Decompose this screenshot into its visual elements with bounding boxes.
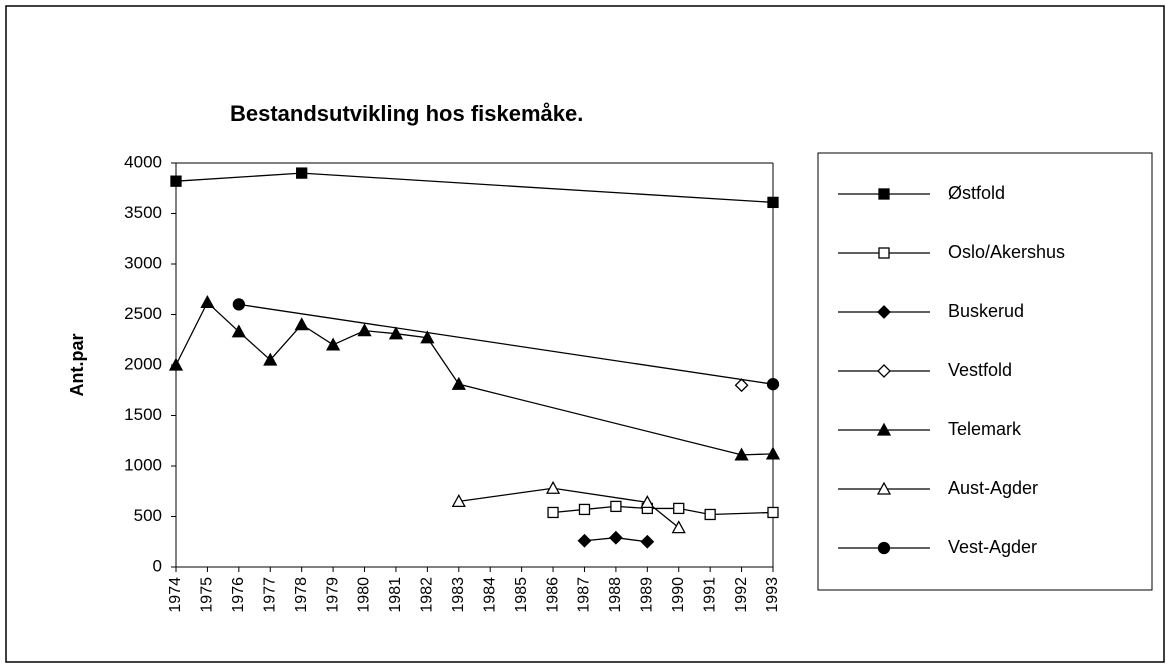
marker — [767, 196, 779, 209]
y-tick-label: 1000 — [124, 455, 162, 474]
marker — [547, 506, 559, 519]
x-tick-label: 1976 — [230, 577, 247, 613]
x-tick-label: 1985 — [513, 577, 530, 613]
marker — [232, 298, 245, 311]
legend-label: Buskerud — [948, 301, 1024, 321]
marker — [766, 378, 780, 391]
marker — [388, 326, 404, 340]
x-tick-label: 1979 — [324, 577, 341, 613]
x-tick-label: 1992 — [733, 577, 750, 613]
marker — [608, 530, 623, 545]
marker — [876, 481, 892, 495]
marker — [877, 541, 891, 555]
marker — [263, 352, 278, 366]
y-tick-label: 1500 — [124, 405, 162, 424]
legend-label: Vest-Agder — [948, 537, 1037, 557]
marker — [545, 480, 561, 494]
y-tick-label: 0 — [153, 556, 162, 575]
x-tick-label: 1978 — [293, 577, 310, 613]
marker — [168, 357, 184, 371]
series-line — [458, 487, 680, 529]
marker — [231, 324, 246, 338]
y-tick-label: 3000 — [124, 253, 162, 272]
y-tick-label: 3500 — [124, 203, 162, 222]
marker — [640, 534, 655, 549]
legend-label: Telemark — [948, 419, 1022, 439]
x-tick-label: 1975 — [199, 577, 216, 613]
x-tick-label: 1980 — [356, 577, 373, 613]
legend-label: Aust-Agder — [948, 478, 1038, 498]
marker — [765, 446, 781, 460]
marker — [170, 175, 182, 187]
series-line — [175, 301, 774, 456]
y-tick-label: 2000 — [124, 354, 162, 373]
marker — [673, 502, 685, 515]
x-tick-label: 1990 — [670, 577, 687, 613]
x-tick-label: 1987 — [576, 577, 593, 613]
chart-title: Bestandsutvikling hos fiskemåke. — [230, 101, 583, 126]
x-tick-label: 1988 — [607, 577, 624, 613]
legend-label: Østfold — [948, 183, 1005, 203]
y-tick-label: 500 — [134, 506, 162, 525]
x-tick-label: 1974 — [167, 577, 184, 613]
marker — [357, 323, 372, 337]
series-line — [175, 172, 774, 204]
marker — [734, 378, 749, 393]
x-tick-label: 1977 — [261, 577, 278, 613]
chart-border — [5, 5, 1165, 663]
marker — [296, 167, 308, 179]
marker — [451, 376, 466, 390]
legend-label: Vestfold — [948, 360, 1012, 380]
marker — [671, 520, 686, 534]
marker — [877, 305, 891, 319]
marker — [420, 330, 435, 344]
marker — [734, 447, 749, 461]
x-tick-label: 1986 — [544, 577, 561, 613]
y-axis-label: Ant.par — [67, 334, 87, 397]
legend-label: Oslo/Akershus — [948, 242, 1065, 262]
marker — [877, 364, 891, 378]
x-tick-label: 1991 — [701, 577, 718, 613]
marker — [704, 508, 716, 521]
x-tick-label: 1993 — [764, 577, 781, 613]
y-tick-label: 4000 — [124, 152, 162, 171]
marker — [876, 422, 892, 436]
x-tick-label: 1983 — [450, 577, 467, 613]
marker — [878, 247, 890, 259]
marker — [878, 188, 890, 200]
marker — [640, 495, 655, 509]
marker — [451, 493, 466, 508]
x-tick-label: 1981 — [387, 577, 404, 613]
y-tick-label: 2500 — [124, 304, 162, 323]
marker — [578, 503, 591, 516]
marker — [767, 506, 779, 519]
series-line — [238, 303, 774, 385]
marker — [326, 337, 341, 351]
x-tick-label: 1984 — [481, 577, 498, 613]
legend-box — [817, 152, 1153, 591]
x-tick-label: 1982 — [419, 577, 436, 613]
x-tick-label: 1989 — [639, 577, 656, 613]
marker — [610, 500, 622, 513]
marker — [294, 317, 309, 331]
marker — [200, 295, 215, 309]
marker — [577, 533, 592, 548]
